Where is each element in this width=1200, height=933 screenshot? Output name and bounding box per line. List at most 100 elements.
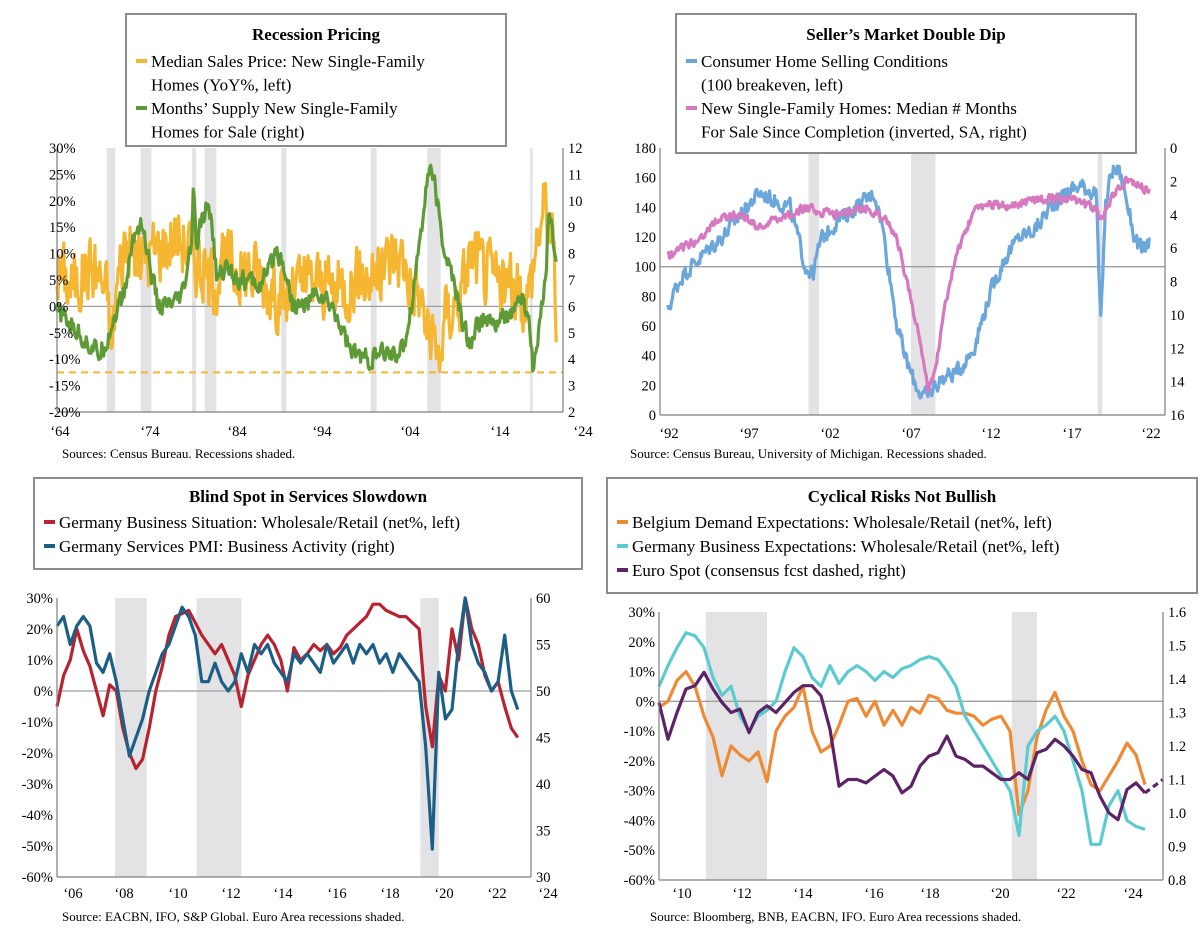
chart-panel-2: 180 160 140 120 100 80 60 40 20 0 0 2 4 6 8 10 12 14 16 ‘92… [630, 13, 1185, 461]
left-tick-label: 40 [642, 349, 657, 365]
right-tick-label: 1.0 [1168, 806, 1186, 822]
x-tick-label: ‘92 [659, 426, 678, 442]
right-tick-label: 1.4 [1168, 672, 1187, 688]
left-tick-label: 60 [642, 319, 657, 335]
legend-label: Months’ Supply New Single-Family [151, 99, 398, 118]
right-tick-label: 6 [1170, 241, 1177, 257]
x-tick-label: ‘12 [981, 426, 1000, 442]
left-tick-label: 20% [628, 635, 655, 651]
right-tick-label: 12 [568, 141, 583, 157]
x-tick-label: ‘14 [490, 424, 510, 440]
right-tick-label: 8 [568, 247, 575, 263]
legend-label: Germany Business Expectations: Wholesale… [632, 537, 1059, 556]
right-tick-label: 0 [1170, 141, 1177, 157]
right-tick-label: 55 [536, 638, 551, 654]
x-tick-label: ‘94 [312, 424, 332, 440]
x-tick-label: ‘08 [114, 886, 133, 902]
right-tick-label: 1.3 [1168, 706, 1186, 722]
left-tick-label: 5% [49, 273, 68, 289]
x-tick-label: ‘64 [50, 424, 70, 440]
series-line-3 [657, 670, 1147, 822]
left-tick-label: 120 [634, 230, 656, 246]
right-tick-label: 10 [1170, 308, 1185, 324]
x-tick-label: ‘20 [990, 886, 1009, 902]
right-tick-label: 6 [568, 299, 575, 315]
right-tick-label: 14 [1170, 375, 1185, 391]
recession-band [114, 598, 147, 877]
chart-panel-1: 30% 25% 20% 15% 10% 5% 0% -5% -10% -15% -20% 12 11 10… [49, 13, 593, 461]
x-tick-label: ‘06 [63, 886, 82, 902]
left-tick-label: -10% [624, 724, 655, 740]
series-line-2 [55, 596, 520, 851]
left-tick-label: -10% [22, 715, 53, 731]
legend-label: Euro Spot (consensus fcst dashed, right) [632, 561, 906, 580]
x-tick-label: ‘12 [221, 886, 240, 902]
left-tick-label: -40% [624, 813, 655, 829]
left-tick-label: 100 [634, 260, 656, 276]
legend-box [606, 477, 1198, 594]
right-tick-label: 16 [1170, 408, 1185, 424]
source-note: Source: Bloomberg, BNB, EACBN, IFO. Euro… [650, 909, 1021, 924]
x-tick-label: ‘14 [793, 886, 813, 902]
left-tick-label: 180 [634, 141, 656, 157]
x-tick-label: ‘10 [672, 886, 691, 902]
right-tick-label: 30 [536, 870, 551, 886]
left-tick-label: -20% [49, 405, 80, 421]
left-tick-label: 10% [628, 665, 655, 681]
x-tick-label: ‘12 [732, 886, 751, 902]
left-tick-label: -30% [624, 784, 655, 800]
left-tick-label: 10% [49, 247, 76, 263]
legend-label: (100 breakeven, left) [701, 76, 843, 95]
legend-label: For Sale Since Completion (inverted, SA,… [701, 123, 1027, 142]
series-line-2 [657, 631, 1146, 846]
right-tick-label: 7 [568, 273, 575, 289]
x-tick-label: ‘74 [140, 424, 160, 440]
legend-label: Belgium Demand Expectations: Wholesale/R… [632, 513, 1052, 532]
right-tick-label: 5 [568, 326, 575, 342]
recession-band [106, 148, 116, 412]
left-tick-label: 160 [634, 171, 656, 187]
recession-band [196, 598, 242, 877]
x-tick-label: ‘04 [400, 424, 420, 440]
right-tick-label: 3 [568, 379, 575, 395]
recession-band [1011, 612, 1037, 880]
left-tick-label: -30% [22, 777, 53, 793]
left-tick-label: 80 [642, 289, 657, 305]
right-tick-label: 35 [536, 824, 551, 840]
x-tick-label: ‘16 [864, 886, 883, 902]
right-tick-label: 1.5 [1168, 639, 1186, 655]
series-line-1 [55, 181, 558, 373]
legend-label: Consumer Home Selling Conditions [701, 52, 948, 71]
x-tick-label: ‘16 [327, 886, 346, 902]
right-tick-label: 1.1 [1168, 773, 1186, 789]
series-line-2 [55, 163, 558, 373]
x-tick-label: ‘10 [168, 886, 187, 902]
recession-band [910, 148, 936, 415]
legend-label: Germany Business Situation: Wholesale/Re… [59, 513, 460, 532]
left-tick-label: -15% [49, 379, 80, 395]
left-tick-label: -60% [22, 870, 53, 886]
right-tick-label: 9 [568, 220, 575, 236]
chart-panel-4: 30% 20% 10% 0% -10% -20% -30% -40% -50% -60% 1.6 1.… [606, 477, 1198, 924]
left-tick-label: -50% [624, 843, 655, 859]
x-tick-label: ‘17 [1062, 426, 1081, 442]
right-tick-label: 8 [1170, 275, 1177, 291]
left-tick-label: 140 [634, 200, 656, 216]
left-tick-label: 30% [26, 591, 53, 607]
left-tick-label: 0 [649, 408, 656, 424]
chart-title: Blind Spot in Services Slowdown [189, 487, 428, 506]
x-tick-label: ‘97 [739, 426, 758, 442]
right-tick-label: 2 [1170, 174, 1177, 190]
source-note: Source: Census Bureau, University of Mic… [630, 446, 987, 461]
series-line-1 [658, 670, 1147, 817]
x-tick-label: ‘22 [1056, 886, 1075, 902]
right-tick-label: 50 [536, 684, 551, 700]
legend-box [33, 477, 583, 570]
left-tick-label: -10% [49, 352, 80, 368]
recession-band [140, 148, 152, 412]
x-tick-label: ‘24 [538, 886, 558, 902]
right-tick-label: 11 [568, 167, 582, 183]
right-tick-label: 60 [536, 591, 551, 607]
left-tick-label: 0% [636, 694, 655, 710]
